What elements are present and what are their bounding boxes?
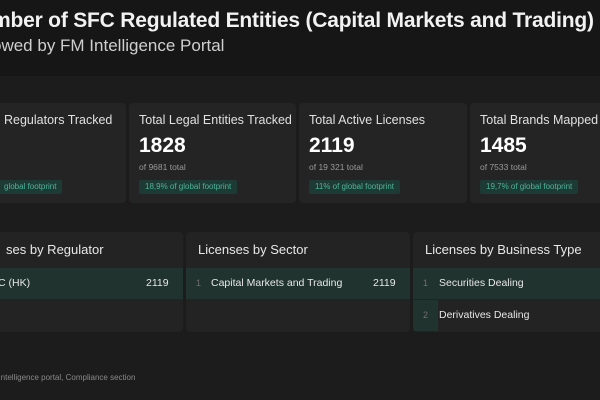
row-label: Securities Dealing	[439, 277, 524, 289]
stat-subtext: of 7533 total	[480, 162, 527, 172]
row-index: 2	[423, 310, 429, 320]
panel-licenses-by-business-type: Licenses by Business Type 1 Securities D…	[413, 232, 600, 332]
panel-title: ses by Regulator	[6, 242, 104, 257]
stat-footprint-badge: 11% of global footprint	[309, 180, 401, 194]
row-index: 1	[196, 278, 202, 288]
header: mber of SFC Regulated Entities (Capital …	[0, 0, 600, 76]
share-bar	[413, 268, 600, 299]
stat-footprint-badge: 19,7% of global footprint	[480, 180, 579, 194]
share-bar	[0, 268, 183, 299]
stat-value: 2119	[309, 134, 355, 157]
panel-title: Licenses by Business Type	[425, 242, 582, 257]
stat-card-regulators: Regulators Tracked global footprint	[0, 103, 126, 203]
stat-subtext: of 19 321 total	[309, 162, 363, 172]
stat-subtext: of 9681 total	[139, 162, 186, 172]
stat-footprint-badge: global footprint	[0, 180, 63, 194]
page-title: mber of SFC Regulated Entities (Capital …	[0, 9, 594, 32]
stat-card-brands-mapped: Total Brands Mapped 1485 of 7533 total 1…	[470, 103, 600, 203]
stat-card-active-licenses: Total Active Licenses 2119 of 19 321 tot…	[299, 103, 467, 203]
list-item[interactable]: C (HK) 2119	[0, 268, 183, 299]
stat-card-legal-entities: Total Legal Entities Tracked 1828 of 968…	[129, 103, 296, 203]
page-subtitle: owed by FM Intelligence Portal	[0, 36, 225, 55]
stat-label: Regulators Tracked	[4, 113, 113, 127]
stat-label: Total Active Licenses	[309, 113, 426, 127]
stat-label: Total Legal Entities Tracked	[139, 113, 292, 127]
panel-title: Licenses by Sector	[198, 242, 308, 257]
source-note: I Intelligence portal, Compliance sectio…	[0, 373, 136, 382]
list-item[interactable]: 2 Derivatives Dealing	[413, 300, 600, 331]
row-index: 1	[423, 278, 429, 288]
list-item[interactable]: 1 Capital Markets and Trading 2119	[186, 268, 410, 299]
panel-licenses-by-regulator: ses by Regulator C (HK) 2119	[0, 232, 183, 332]
stat-value: 1485	[480, 134, 527, 157]
row-label: C (HK)	[0, 277, 31, 289]
share-bar	[413, 300, 438, 331]
stat-label: Total Brands Mapped	[480, 113, 599, 127]
share-bar	[186, 268, 410, 299]
panel-licenses-by-sector: Licenses by Sector 1 Capital Markets and…	[186, 232, 410, 332]
row-value: 2119	[146, 277, 169, 289]
row-label: Derivatives Dealing	[439, 309, 530, 321]
row-value: 2119	[373, 277, 396, 289]
row-label: Capital Markets and Trading	[211, 277, 343, 289]
list-item[interactable]: 1 Securities Dealing	[413, 268, 600, 299]
stat-footprint-badge: 18,9% of global footprint	[139, 180, 238, 194]
stat-value: 1828	[139, 134, 186, 157]
